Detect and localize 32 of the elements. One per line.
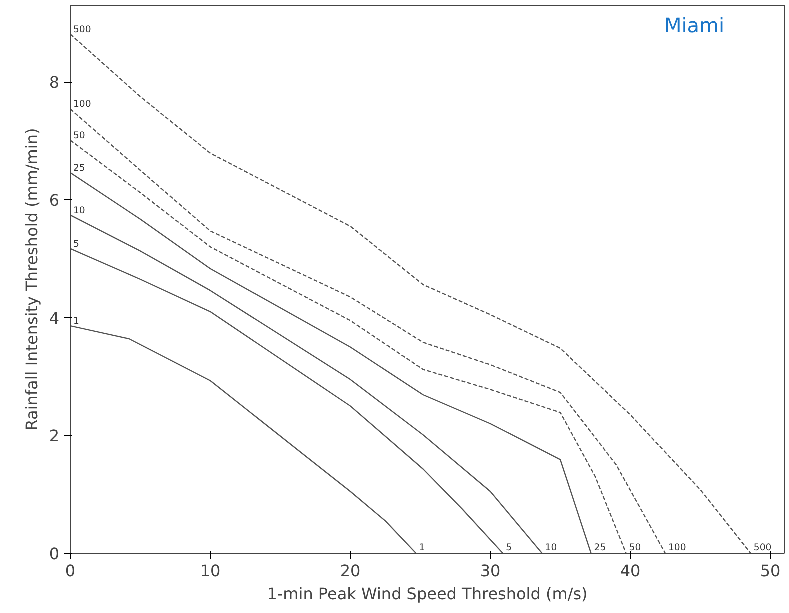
y-tick-label: 0: [49, 544, 60, 564]
x-tick-label: 50: [760, 562, 781, 580]
line-series: [70, 214, 543, 554]
y-axis-title: Rainfall Intensity Threshold (mm/min): [22, 128, 42, 431]
series-label: 10: [74, 205, 86, 216]
text: 25: [594, 542, 606, 554]
series-label: 100: [74, 99, 92, 110]
x-tick-label: 10: [200, 562, 221, 580]
text: 5: [506, 542, 512, 554]
y-tick-label: 8: [49, 73, 60, 92]
text: 1: [419, 542, 426, 554]
text: 10: [545, 542, 558, 554]
line-series: [70, 248, 504, 554]
line-series: [70, 34, 752, 554]
x-axis-title: 1-min Peak Wind Speed Threshold (m/s): [267, 584, 588, 604]
text: 500: [754, 542, 772, 554]
text: 50: [629, 542, 642, 554]
text: 100: [668, 542, 686, 554]
series-label: 25: [74, 162, 86, 174]
line-series: [70, 325, 417, 554]
x-tick-label: 30: [480, 562, 501, 580]
x-tick-label: 20: [340, 562, 361, 580]
x-tick-label: 0: [65, 562, 76, 580]
chart-title: Miami: [664, 14, 725, 38]
y-tick-label: 4: [49, 308, 60, 328]
series-label: 1: [74, 316, 80, 328]
series-label: 50: [74, 130, 86, 142]
series-label: 5: [74, 238, 80, 250]
y-tick-label: 6: [49, 190, 60, 210]
y-tick-label: 2: [49, 426, 60, 446]
x-tick-label: 40: [620, 562, 641, 580]
series-label: 500: [74, 24, 92, 36]
